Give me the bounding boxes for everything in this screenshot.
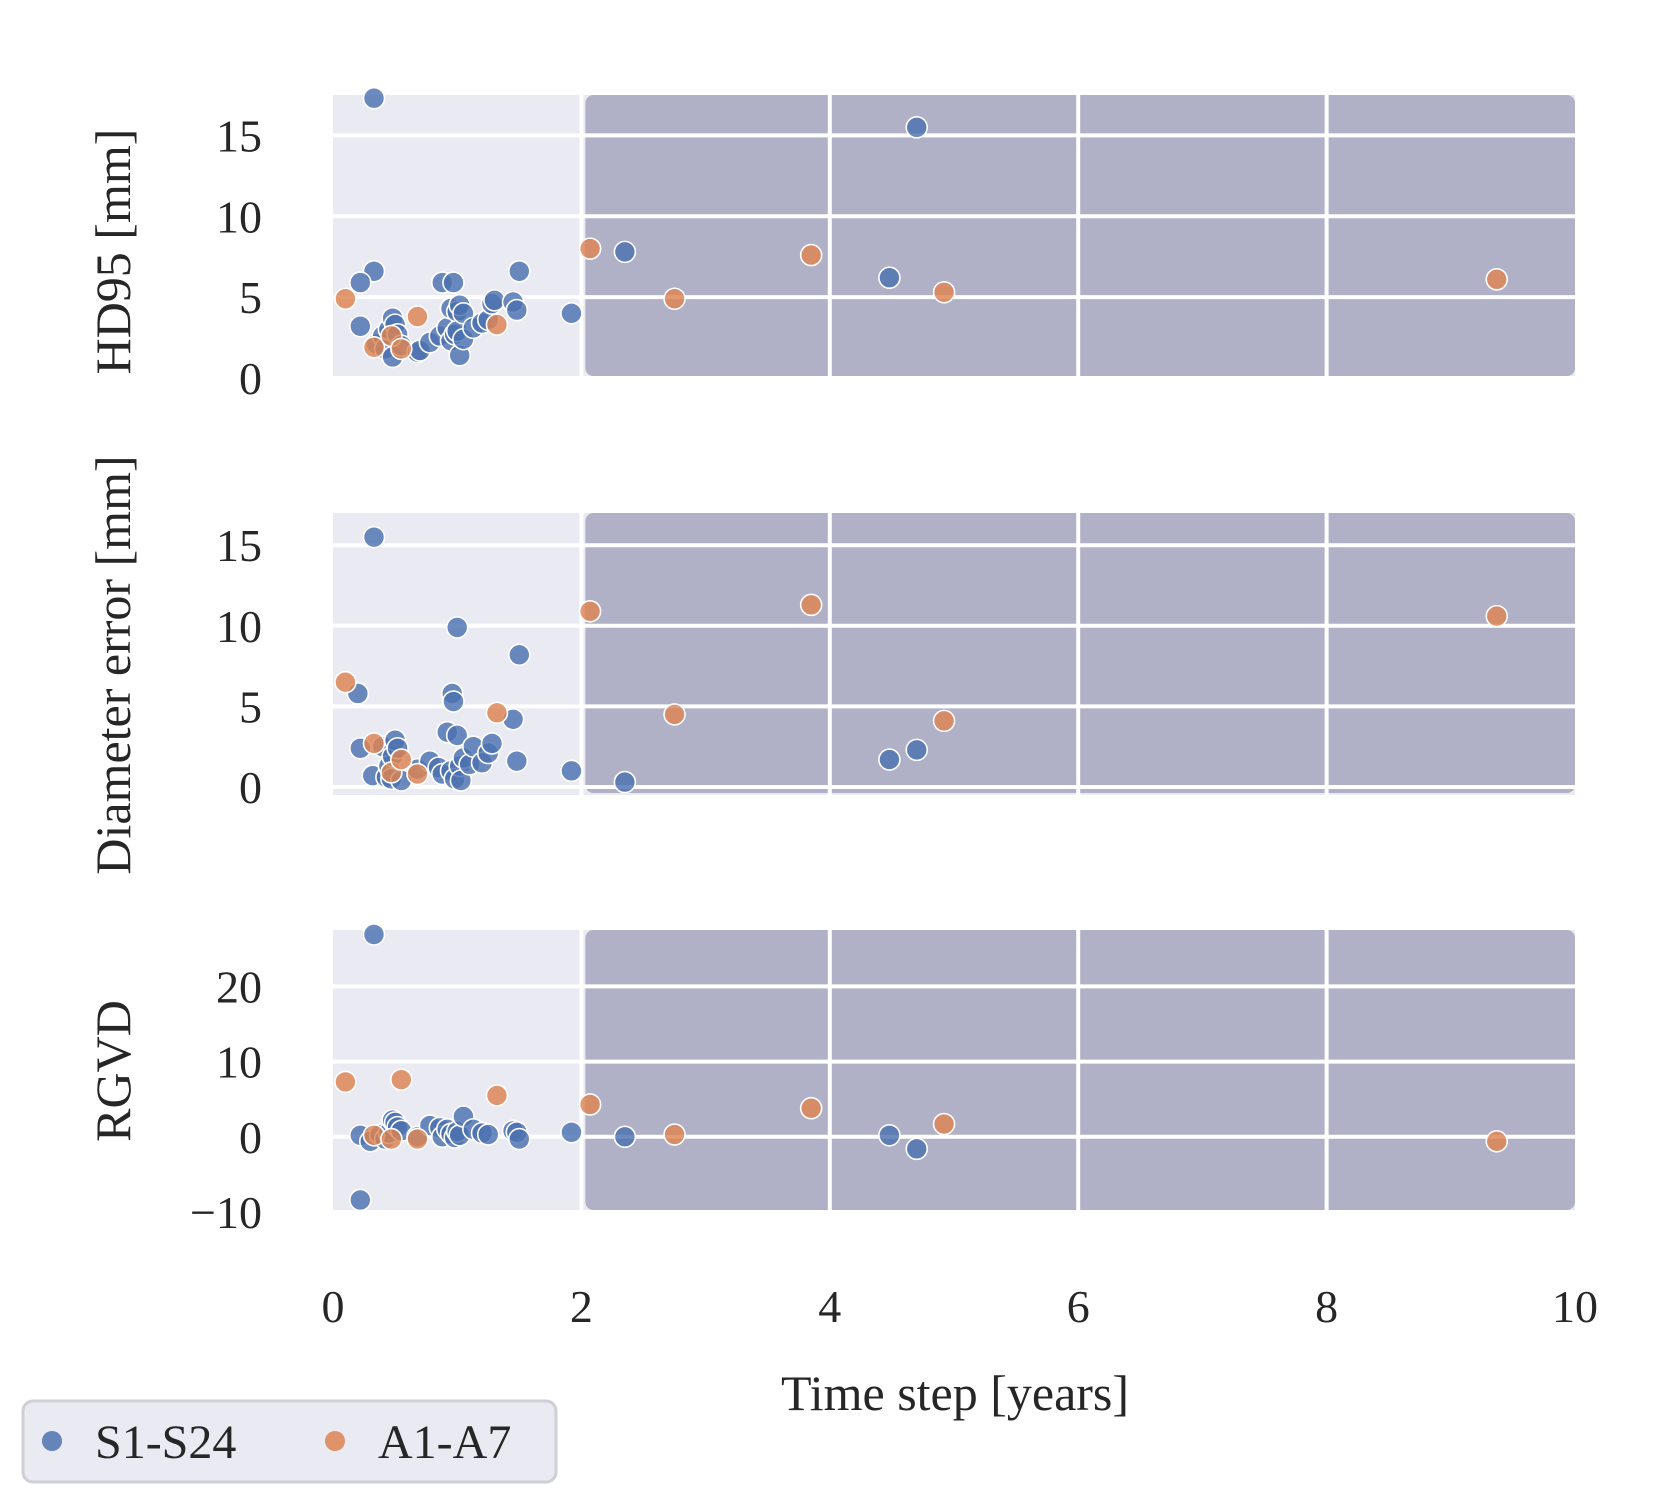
data-point <box>932 709 956 733</box>
data-point <box>613 1125 637 1149</box>
data-point <box>362 525 386 549</box>
data-point <box>390 748 413 771</box>
data-point <box>507 259 531 283</box>
y-tick-label: 0 <box>239 762 262 813</box>
data-point <box>663 703 686 726</box>
data-point <box>878 748 901 771</box>
data-point <box>905 1137 929 1161</box>
legend: S1-S24 A1-A7 <box>21 1399 558 1484</box>
data-point <box>349 314 372 338</box>
data-point <box>362 335 386 359</box>
data-point <box>578 237 602 260</box>
y-tick-label: 10 <box>216 601 262 652</box>
legend-box <box>21 1399 558 1484</box>
data-point <box>560 302 583 325</box>
panel-1: 0 5 10 15 HD95 [mm] <box>85 86 1575 404</box>
shared-x-axis: 0 2 4 6 8 10 <box>322 1281 1599 1332</box>
data-point <box>878 1123 901 1147</box>
data-point <box>485 701 509 725</box>
panel-2: 0 5 10 15 <box>216 513 1575 813</box>
x-axis-label: Time step [years] <box>781 1365 1129 1421</box>
data-point <box>507 643 531 667</box>
data-point <box>362 732 386 755</box>
data-point <box>334 670 357 694</box>
data-point <box>878 266 901 290</box>
data-point <box>349 271 372 294</box>
series-A1-A7 <box>334 1068 1509 1153</box>
data-point <box>613 770 637 794</box>
data-point <box>406 762 429 786</box>
data-point <box>442 690 465 713</box>
data-point <box>799 1096 823 1120</box>
data-point <box>349 1188 372 1212</box>
y-axis-label-panel-1: HD95 [mm] <box>85 129 141 375</box>
data-point <box>560 759 583 783</box>
data-point <box>505 749 529 773</box>
data-point <box>799 593 823 617</box>
series-A1-A7 <box>334 593 1509 786</box>
data-point <box>1485 1130 1509 1153</box>
series-S1-S24 <box>346 525 929 794</box>
data-point <box>905 738 929 762</box>
x-tick-label: 0 <box>322 1281 345 1332</box>
x-tick-label: 4 <box>818 1281 841 1332</box>
y-tick-label: 5 <box>239 272 262 323</box>
data-point <box>445 724 469 747</box>
data-point <box>613 240 637 264</box>
y-tick-label: 10 <box>216 1037 262 1088</box>
x-tick-label: 10 <box>1552 1281 1598 1332</box>
y-tick-label: 10 <box>216 191 262 242</box>
data-point <box>406 1127 429 1151</box>
data-point <box>476 1123 500 1146</box>
series-A1-A7 <box>334 237 1509 361</box>
y-tick-label: 5 <box>239 681 262 732</box>
data-point <box>362 923 386 946</box>
y-axis-label-diameter-error: Diameter error [mm] <box>85 455 141 874</box>
data-point <box>507 1127 531 1151</box>
x-tick-label: 6 <box>1067 1281 1090 1332</box>
panel-3: −10 0 10 20 RGVD <box>85 923 1575 1238</box>
y-tick-label: 0 <box>239 1112 262 1163</box>
data-point <box>390 1068 413 1091</box>
data-point <box>485 313 509 336</box>
data-point <box>1485 268 1509 291</box>
y-tick-label: −10 <box>190 1187 262 1238</box>
data-point <box>663 1123 686 1146</box>
y-tick-label: 20 <box>216 961 262 1012</box>
data-point <box>1485 604 1509 628</box>
data-point <box>334 1070 357 1094</box>
series-S1-S24 <box>349 923 929 1212</box>
y-tick-label: 15 <box>216 520 262 571</box>
data-point <box>334 287 357 311</box>
data-point <box>445 616 469 639</box>
data-point <box>380 1127 403 1151</box>
data-point <box>932 280 956 304</box>
data-point <box>578 599 602 623</box>
data-point <box>505 298 529 322</box>
y-tick-label: 0 <box>239 353 262 404</box>
data-point <box>905 116 929 139</box>
data-point <box>480 732 504 755</box>
data-point <box>485 1084 509 1107</box>
data-point <box>560 1120 583 1144</box>
data-point <box>799 243 823 267</box>
data-point <box>663 287 686 311</box>
data-point <box>932 1112 956 1136</box>
panels-group: 0 5 10 15 HD95 [mm] 0 5 10 15 −10 0 10 20 RGVD <box>85 86 1575 1238</box>
legend-marker <box>325 1431 345 1451</box>
y-tick-label: 15 <box>216 110 262 161</box>
x-tick-label: 8 <box>1315 1281 1338 1332</box>
x-tick-label: 2 <box>570 1281 593 1332</box>
data-point <box>442 271 465 294</box>
y-axis-label-panel-3: RGVD <box>85 1000 141 1142</box>
data-point <box>406 305 429 328</box>
data-point <box>390 337 413 361</box>
data-point <box>362 86 386 110</box>
legend-marker <box>42 1431 62 1451</box>
legend-label: A1-A7 <box>378 1416 511 1469</box>
data-point <box>578 1093 602 1116</box>
legend-label: S1-S24 <box>95 1416 236 1469</box>
data-point <box>483 289 506 312</box>
